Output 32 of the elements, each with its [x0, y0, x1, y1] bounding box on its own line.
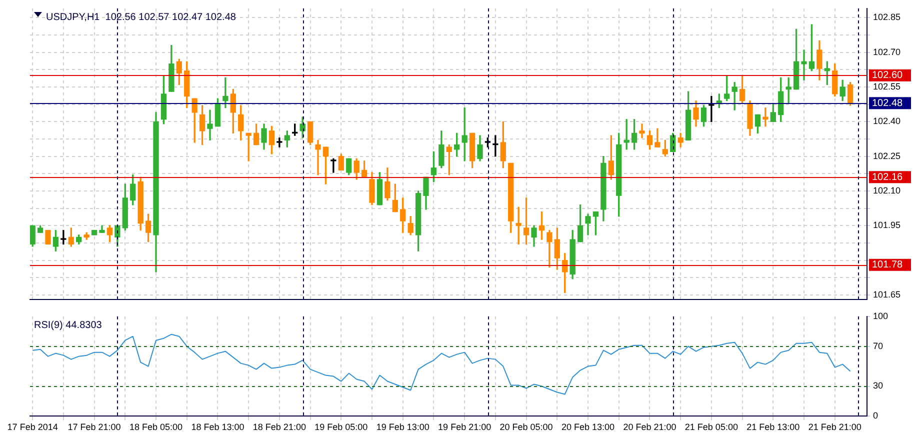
y-tick-label: 101.65 — [873, 289, 901, 300]
x-tick-label: 21 Feb 21:00 — [808, 422, 862, 432]
y-tick-label: 102.70 — [873, 46, 901, 57]
y-tick-label: 102.55 — [873, 81, 901, 92]
x-tick-label: 18 Feb 05:00 — [129, 422, 183, 432]
x-tick-label: 17 Feb 21:00 — [68, 422, 121, 432]
x-tick-label: 20 Feb 05:00 — [500, 422, 553, 432]
ref-line-label: 102.48 — [872, 98, 904, 109]
y-tick-label: 30 — [873, 380, 884, 391]
x-tick-label: 20 Feb 21:00 — [623, 422, 676, 432]
ref-line-label: 101.78 — [872, 260, 904, 271]
y-tick-label: 100 — [873, 310, 888, 321]
y-tick-label: 102.25 — [873, 150, 901, 161]
ref-line-label: 102.60 — [872, 70, 904, 82]
y-tick-label: 70 — [873, 340, 884, 351]
y-tick-label: 101.95 — [873, 220, 901, 230]
x-tick-label: 19 Feb 13:00 — [376, 422, 430, 432]
x-tick-label: 18 Feb 21:00 — [252, 422, 306, 432]
x-tick-label: 19 Feb 05:00 — [314, 422, 368, 432]
x-tick-label: 17 Feb 2014 — [7, 422, 58, 432]
x-tick-label: 19 Feb 21:00 — [438, 422, 492, 432]
chart-title: USDJPY,H1 102.56 102.57 102.47 102.48 — [46, 12, 236, 24]
x-tick-label: 20 Feb 13:00 — [561, 422, 615, 432]
x-tick-label: 21 Feb 05:00 — [684, 422, 738, 432]
y-tick-label: 102.85 — [873, 12, 901, 22]
y-tick-label: 0 — [873, 410, 878, 421]
y-tick-label: 102.40 — [873, 116, 901, 126]
x-tick-label: 21 Feb 13:00 — [746, 422, 800, 432]
ref-line-label: 102.16 — [872, 172, 904, 183]
chart-title: RSI(9) 44.8303 — [34, 320, 102, 332]
y-tick-label: 102.10 — [873, 185, 901, 196]
x-tick-label: 18 Feb 13:00 — [191, 422, 244, 432]
